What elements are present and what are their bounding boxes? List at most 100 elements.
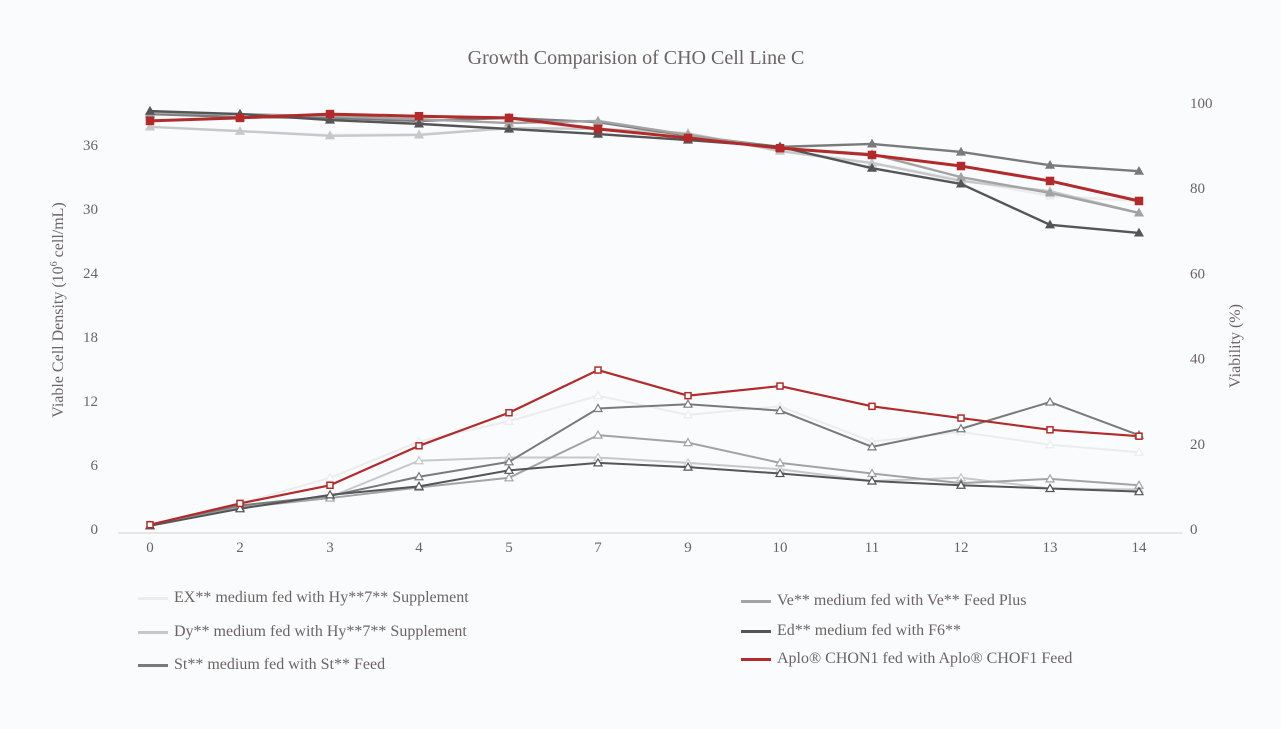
vcd-point [413, 471, 425, 481]
viability-point [1133, 227, 1145, 237]
viability-point [955, 178, 967, 188]
legend-swatch [138, 630, 168, 634]
vcd-point [866, 441, 878, 451]
vcd-series-st [144, 396, 1145, 530]
y-tick-label: 30 [83, 202, 98, 218]
vcd-point [592, 457, 604, 467]
legend-label: Aplo® CHON1 fed with Aplo® CHOF1 Feed [777, 650, 1073, 667]
y2-tick-label: 0 [1190, 522, 1198, 538]
legend-label: Ed** medium fed with F6** [777, 622, 961, 639]
vcd-series-ve [144, 429, 1145, 530]
x-tick-label: 11 [865, 540, 879, 556]
viability-point [413, 118, 425, 128]
viability-point [1044, 219, 1056, 229]
y-tick-label: 6 [91, 458, 99, 474]
legend-swatch [741, 657, 771, 661]
y2-tick-label: 20 [1190, 437, 1205, 453]
vcd-point [592, 390, 604, 400]
viability-point [956, 161, 966, 171]
vcd-point [955, 423, 967, 433]
legend-swatch [138, 596, 168, 600]
y-axis-right-title: Viability (%) [1227, 304, 1244, 388]
viability-series-ed [144, 105, 1145, 237]
viability-point [324, 114, 336, 124]
viability-point [145, 116, 155, 126]
vcd-series-aplo [146, 366, 1143, 529]
viability-point [324, 130, 336, 140]
legend-item-ve: Ve** medium fed with Ve** Feed Plus [741, 592, 1026, 610]
vcd-point [774, 405, 786, 415]
vcd-point [234, 503, 246, 513]
vcd-point [868, 402, 876, 411]
viability-point [592, 128, 604, 138]
legend-item-dy: Dy** medium fed with Hy**7** Supplement [138, 623, 467, 641]
legend-label: St** medium fed with St** Feed [174, 656, 386, 673]
y-axis-right: 0 20 40 60 80 100 [1190, 96, 1213, 538]
vcd-point [684, 391, 692, 400]
vcd-point [592, 429, 604, 439]
y-axis-left-title-unit: cell/mL) [50, 202, 67, 261]
legend-label: Dy** medium fed with Hy**7** Supplement [174, 623, 467, 640]
x-tick-label: 0 [146, 540, 154, 556]
viability-point [593, 124, 603, 134]
vcd-point [957, 414, 965, 422]
viability-point [325, 109, 335, 119]
vcd-point [682, 409, 694, 419]
vcd-point [594, 366, 602, 374]
viability-point [1134, 196, 1144, 206]
viability-point [413, 129, 425, 139]
vcd-point [415, 442, 423, 450]
vcd-point [1046, 426, 1054, 434]
vcd-point [505, 408, 513, 417]
vcd-point [774, 468, 786, 478]
vcd-point [1133, 446, 1145, 456]
vcd-point [324, 489, 336, 499]
viability-point [503, 123, 515, 133]
y-axis-left-title-text: Viable Cell Density (10 [50, 266, 67, 417]
vcd-point [592, 403, 604, 413]
vcd-point [1135, 432, 1143, 440]
y-axis-left-title: Viable Cell Density (106 cell/mL) [49, 202, 67, 418]
y-tick-label: 24 [83, 266, 99, 282]
legend-swatch [741, 629, 771, 633]
x-tick-label: 14 [1132, 540, 1148, 556]
x-tick-label: 12 [954, 540, 969, 556]
y2-tick-label: 40 [1190, 352, 1205, 368]
vcd-line [149, 394, 1140, 526]
y-axis-left: 0 6 12 18 24 30 36 [83, 138, 99, 538]
vcd-point [503, 465, 515, 474]
vcd-point [146, 520, 154, 529]
legend-item-aplo: Aplo® CHON1 fed with Aplo® CHOF1 Feed [741, 650, 1072, 668]
viability-point [683, 133, 693, 143]
vcd-point [413, 455, 425, 465]
vcd-point [1044, 439, 1056, 449]
viability-point [504, 113, 514, 123]
viability-point [1044, 159, 1056, 169]
viability-point [1045, 176, 1055, 186]
vcd-point [1044, 396, 1056, 406]
x-tick-label: 13 [1043, 540, 1058, 556]
vcd-series-ed [144, 457, 1145, 530]
vcd-point [326, 481, 334, 490]
viability-line [149, 125, 1140, 215]
y-tick-label: 18 [83, 330, 98, 346]
y-tick-label: 36 [83, 138, 99, 154]
viability-point [867, 150, 877, 160]
viability-series-group [144, 105, 1145, 237]
vcd-point [503, 472, 515, 482]
y-axis-left-title-superscript: 6 [49, 261, 60, 266]
vcd-series-group [144, 366, 1145, 530]
x-tick-label: 7 [594, 540, 602, 556]
x-tick-label: 10 [773, 540, 788, 556]
vcd-point [866, 475, 878, 485]
y2-tick-label: 100 [1190, 96, 1213, 112]
vcd-line [149, 368, 1140, 526]
x-tick-label: 2 [236, 540, 244, 556]
viability-point [866, 138, 878, 148]
viability-point [592, 115, 604, 125]
vcd-point [324, 472, 336, 482]
x-tick-label: 3 [326, 540, 334, 556]
legend-label: EX** medium fed with Hy**7** Supplement [174, 589, 469, 606]
vcd-point [1133, 486, 1145, 496]
